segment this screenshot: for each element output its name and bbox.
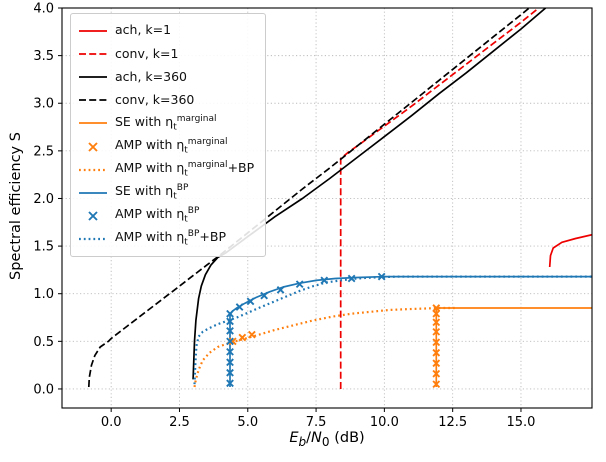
x-marker-amp-bp	[295, 280, 304, 289]
legend-label: conv, k=360	[115, 91, 195, 107]
legend-item-conv-k1: conv, k=1	[78, 42, 254, 65]
y-tick-label: 0.5	[33, 335, 54, 350]
x-marker-amp-marginal	[432, 309, 441, 318]
y-tick-label: 4.0	[33, 2, 54, 17]
legend-label: ach, k=360	[115, 68, 187, 84]
legend-item-amp-bp: AMP with ηtBP	[78, 205, 254, 228]
legend-label: AMP with ηtmarginal+BP	[115, 159, 255, 179]
x-marker-amp-bp	[246, 297, 255, 306]
series-conv-k1	[339, 8, 540, 389]
y-tick-label: 3.0	[33, 97, 54, 112]
legend-x-marker-sample	[88, 141, 98, 152]
x-tick-label: 5.0	[237, 415, 258, 430]
x-marker-amp-bp	[377, 272, 386, 281]
legend-item-ach-k360: ach, k=360	[78, 65, 254, 88]
x-marker-amp-bp	[260, 291, 269, 300]
x-marker-amp-marginal	[432, 327, 441, 336]
legend-line-sample	[79, 238, 107, 241]
legend-item-se-bp: SE with ηtBP	[78, 181, 254, 204]
legend-line-sample	[79, 76, 107, 78]
x-marker-amp-marginal	[238, 333, 247, 342]
series-se-marginal	[435, 307, 592, 387]
x-marker-amp-bp	[226, 358, 234, 367]
legend: ach, k=1 conv, k=1 ach, k=360 conv, k=360 SE…	[70, 13, 267, 257]
x-marker-amp-bp	[226, 379, 234, 388]
y-tick-label: 3.5	[33, 49, 54, 64]
x-marker-amp-marginal	[432, 359, 441, 368]
series-conv-k360	[87, 8, 530, 388]
legend-line-sample	[79, 29, 107, 32]
series-se-bp	[229, 275, 592, 387]
y-tick-label: 2.0	[33, 192, 54, 207]
x-marker-amp-bp	[226, 337, 234, 346]
y-tick-label: 1.5	[33, 240, 54, 255]
legend-item-se-marginal: SE with ηtmarginal	[78, 112, 254, 135]
x-tick-label: 2.5	[169, 415, 190, 430]
y-axis-label: Spectral efficiency S	[8, 132, 24, 280]
series-ach-k360	[192, 8, 547, 380]
x-marker-amp-marginal	[432, 304, 441, 312]
x-marker-amp-marginal	[432, 338, 441, 347]
x-marker-amp-bp	[226, 309, 234, 318]
x-marker-amp-marginal	[432, 348, 441, 357]
series-ach-k1	[548, 233, 592, 268]
series-group	[87, 8, 592, 389]
x-marker-amp-bp	[320, 276, 329, 285]
x-marker-amp-bp	[347, 274, 356, 283]
x-tick-label: 12.5	[438, 415, 467, 430]
x-tick-label: 10.0	[370, 415, 399, 430]
x-tick-label: 7.5	[306, 415, 327, 430]
series-amp-bp-bp	[193, 275, 592, 385]
legend-label: conv, k=1	[115, 45, 179, 61]
legend-line-sample	[79, 168, 107, 171]
x-marker-amp-bp	[226, 317, 234, 326]
y-tick-label: 2.5	[33, 144, 54, 159]
legend-line-sample	[79, 192, 107, 194]
legend-item-conv-k360: conv, k=360	[78, 89, 254, 112]
x-marker-amp-marginal	[432, 318, 441, 327]
legend-line-sample	[79, 52, 107, 55]
x-axis-label: Eb/N0 (dB)	[289, 430, 365, 449]
x-tick-label: 15.0	[506, 415, 535, 430]
legend-label: ach, k=1	[115, 22, 172, 38]
x-marker-amp-bp	[276, 286, 285, 294]
x-marker-amp-bp	[226, 347, 234, 356]
x-marker-amp-marginal	[228, 337, 237, 346]
legend-label: AMP with ηtmarginal	[115, 136, 228, 156]
x-marker-amp-bp	[235, 303, 244, 311]
legend-label: AMP with ηtBP	[115, 206, 200, 225]
legend-line-sample	[79, 122, 107, 125]
legend-item-ach-k1: ach, k=1	[78, 19, 254, 42]
plot-frame	[61, 7, 593, 409]
y-tick-label: 1.0	[33, 287, 54, 302]
legend-label: AMP with ηtBP+BP	[115, 229, 226, 249]
legend-label: SE with ηtBP	[115, 183, 189, 202]
legend-item-amp-bp-bp: AMP with ηtBP+BP	[78, 228, 254, 251]
legend-line-sample	[79, 99, 107, 102]
x-marker-amp-marginal	[247, 330, 256, 339]
legend-item-amp-marginal: AMP with ηtmarginal	[78, 135, 254, 158]
x-marker-amp-bp	[226, 368, 234, 377]
y-tick-label: 0.0	[33, 382, 54, 397]
legend-x-marker-sample	[88, 211, 98, 221]
x-marker-amp-bp	[226, 326, 234, 335]
legend-item-amp-marginal-bp: AMP with ηtmarginal+BP	[78, 158, 254, 181]
x-marker-amp-marginal	[432, 369, 441, 378]
x-tick-label: 0.0	[101, 415, 122, 430]
x-marker-amp-marginal	[432, 380, 441, 389]
legend-label: SE with ηtmarginal	[115, 113, 217, 133]
